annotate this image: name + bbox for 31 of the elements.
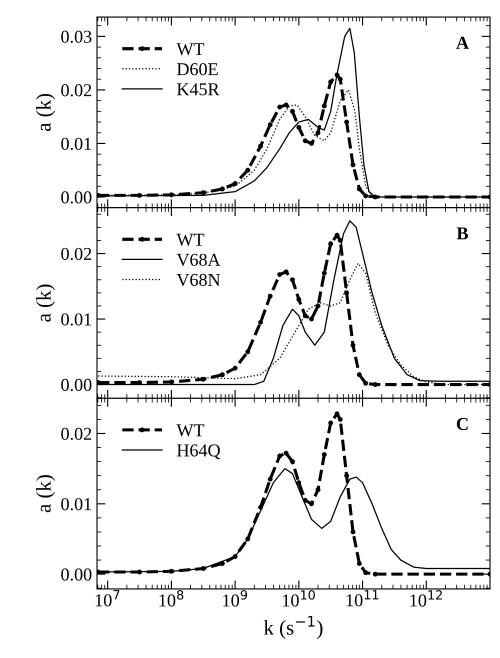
legend-label: WT [176, 43, 204, 56]
x-tick-label: 10$^{12}$ [410, 590, 442, 607]
y-tick-label: 0.02 [61, 428, 92, 440]
legend-label: V68N [176, 274, 220, 286]
y-tick-label: 0.02 [61, 84, 92, 96]
legend-label: WT [176, 424, 204, 436]
legend-label: K45R [176, 83, 220, 96]
legend-label: D60E [176, 63, 218, 76]
annotation: C [456, 418, 468, 430]
annotation: B [456, 227, 468, 240]
y-tick-label: 0.01 [61, 138, 92, 150]
y-axis-title: a (k) [36, 475, 55, 512]
x-tick-label: 10$^{10}$ [283, 590, 315, 607]
y-tick-label: 0.00 [61, 378, 92, 392]
y-tick-label: 0.01 [61, 498, 92, 510]
y-axis-title: a (k) [36, 94, 55, 132]
legend-label: WT [176, 234, 204, 246]
y-tick-label: 0.01 [61, 313, 92, 326]
y-axis-title: a (k) [36, 284, 55, 322]
y-tick-label: 0.03 [61, 30, 92, 43]
x-axis-title: k (s$^{−1}$) [264, 616, 322, 639]
x-tick-label: 10$^{7}$ [96, 590, 120, 606]
x-tick-label: 10$^{8}$ [160, 590, 184, 607]
x-tick-label: 10$^{9}$ [223, 590, 248, 607]
y-tick-label: 0.00 [61, 568, 92, 581]
x-tick-label: 10$^{11}$ [346, 590, 378, 606]
y-tick-label: 0.00 [61, 191, 92, 204]
legend-label: H64Q [176, 444, 220, 460]
legend-label: V68A [176, 254, 220, 266]
y-tick-label: 0.02 [61, 248, 92, 260]
annotation: A [456, 36, 469, 49]
